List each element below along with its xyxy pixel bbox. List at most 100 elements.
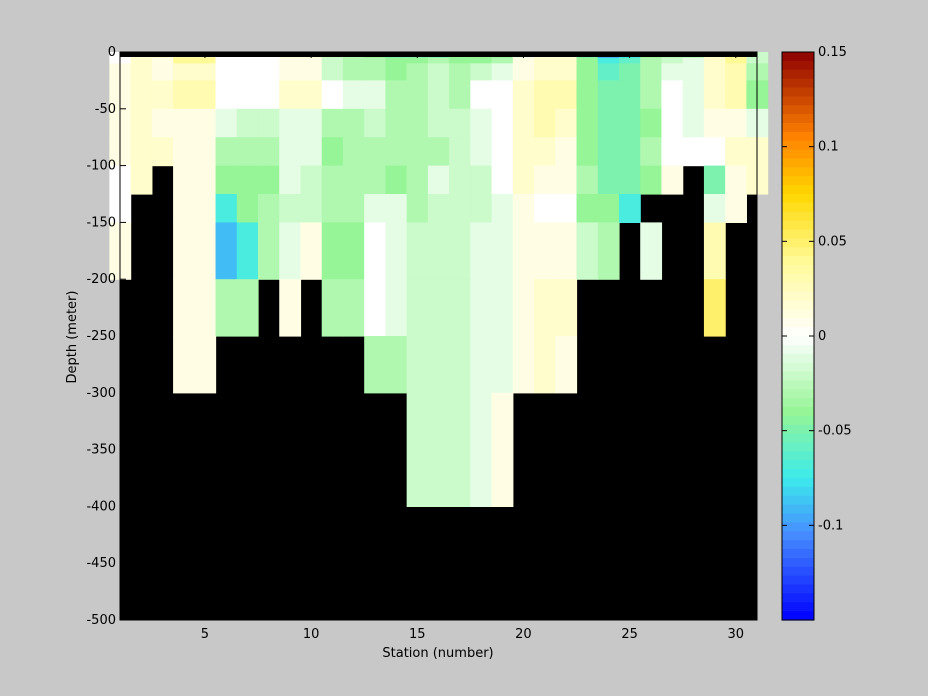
colorbar-tick-label: 0.05 — [818, 234, 847, 249]
heatmap-cell — [725, 194, 747, 223]
heatmap-cell — [215, 137, 238, 167]
heatmap-cell — [321, 137, 344, 167]
heatmap-cell — [215, 165, 238, 195]
heatmap-cell — [364, 63, 387, 81]
colorbar-step — [782, 486, 814, 497]
heatmap-cell — [342, 63, 365, 81]
heatmap-cell — [534, 336, 556, 394]
heatmap-cell — [427, 63, 450, 81]
colorbar-step — [782, 549, 814, 559]
heatmap-cell — [151, 63, 174, 81]
heatmap-cell — [682, 57, 705, 64]
colorbar-step — [782, 531, 814, 541]
heatmap-cell — [130, 165, 153, 195]
heatmap-cell — [449, 392, 471, 507]
heatmap-cell — [470, 336, 493, 394]
heatmap-cell — [236, 63, 259, 81]
heatmap-cell — [364, 336, 387, 394]
heatmap-cell — [151, 137, 174, 167]
colorbar-step — [782, 211, 814, 222]
heatmap-cell — [385, 222, 408, 280]
heatmap-cell — [470, 279, 493, 337]
heatmap-cell — [279, 108, 302, 138]
colorbar-step — [782, 602, 814, 612]
colorbar-step — [782, 433, 814, 444]
heatmap-cell — [173, 279, 195, 337]
colorbar-step — [782, 78, 814, 89]
colorbar-step — [782, 398, 814, 408]
heatmap-cell — [512, 336, 535, 394]
colorbar-step — [782, 273, 814, 284]
y-tick-label: -250 — [86, 329, 116, 344]
heatmap-cell — [258, 57, 280, 64]
heatmap-cell — [173, 63, 195, 81]
heatmap-cell — [364, 165, 387, 195]
heatmap-cell — [342, 194, 365, 223]
heatmap-cell — [703, 194, 726, 223]
heatmap-cell — [449, 57, 471, 64]
heatmap-cell — [576, 63, 599, 81]
heatmap-cell — [640, 108, 663, 138]
heatmap-cell — [194, 108, 217, 138]
colorbar-step — [782, 194, 814, 204]
heatmap-cell — [703, 137, 726, 167]
heatmap-cells — [109, 52, 769, 507]
colorbar-step — [782, 593, 814, 603]
heatmap-cell — [258, 165, 280, 195]
heatmap-cell — [618, 194, 641, 223]
heatmap-cell — [427, 279, 450, 337]
colorbar-step — [782, 575, 814, 586]
heatmap-cell — [385, 63, 408, 81]
heatmap-cell — [449, 63, 471, 81]
heatmap-cell — [321, 57, 344, 64]
heatmap-cell — [597, 194, 620, 223]
heatmap-cell — [258, 137, 280, 167]
colorbar-ticks: -0.1 -0.05 0 0.05 0.1 0.15 — [782, 45, 852, 533]
heatmap-cell — [703, 165, 726, 195]
heatmap-cell — [597, 57, 620, 64]
colorbar-step — [782, 415, 814, 426]
heatmap-cell — [703, 222, 726, 280]
heatmap-cell — [449, 80, 471, 110]
y-tick-label: -100 — [86, 159, 116, 174]
heatmap-cell — [194, 165, 217, 195]
heatmap-cell — [555, 63, 578, 81]
heatmap-cell — [300, 165, 323, 195]
colorbar-step — [782, 469, 814, 479]
heatmap-cell — [406, 63, 429, 81]
heatmap-cell — [640, 80, 663, 110]
heatmap-cell — [236, 80, 259, 110]
heatmap-cell — [597, 222, 620, 280]
heatmap-cell — [534, 165, 556, 195]
heatmap-cell — [491, 137, 514, 167]
heatmap-cell — [406, 222, 429, 280]
colorbar-step — [782, 327, 814, 337]
heatmap-cell — [427, 137, 450, 167]
heatmap-cell — [534, 137, 556, 167]
x-tick-label: 20 — [515, 627, 532, 642]
heatmap-cell — [385, 80, 408, 110]
heatmap-cell — [300, 108, 323, 138]
heatmap-cell — [173, 194, 195, 223]
colorbar-step — [782, 309, 814, 319]
heatmap-cell — [491, 392, 514, 507]
heatmap-cell — [385, 194, 408, 223]
heatmap-cell — [682, 80, 705, 110]
heatmap-cell — [258, 194, 280, 223]
x-axis: 5 10 15 20 25 30 — [201, 52, 744, 642]
colorbar-step — [782, 220, 814, 231]
colorbar-step — [782, 407, 814, 417]
heatmap-cell — [512, 194, 535, 223]
heatmap-cell — [215, 194, 238, 223]
heatmap-cell — [470, 80, 493, 110]
heatmap-cell — [236, 57, 259, 64]
colorbar-step — [782, 318, 814, 328]
heatmap-cell — [236, 165, 259, 195]
heatmap-cell — [555, 222, 578, 280]
colorbar-step — [782, 131, 814, 142]
heatmap-cell — [703, 57, 726, 64]
heatmap-cell — [279, 80, 302, 110]
heatmap-cell — [300, 222, 323, 280]
heatmap-cell — [194, 194, 217, 223]
colorbar: -0.1 -0.05 0 0.05 0.1 0.15 — [781, 45, 852, 621]
